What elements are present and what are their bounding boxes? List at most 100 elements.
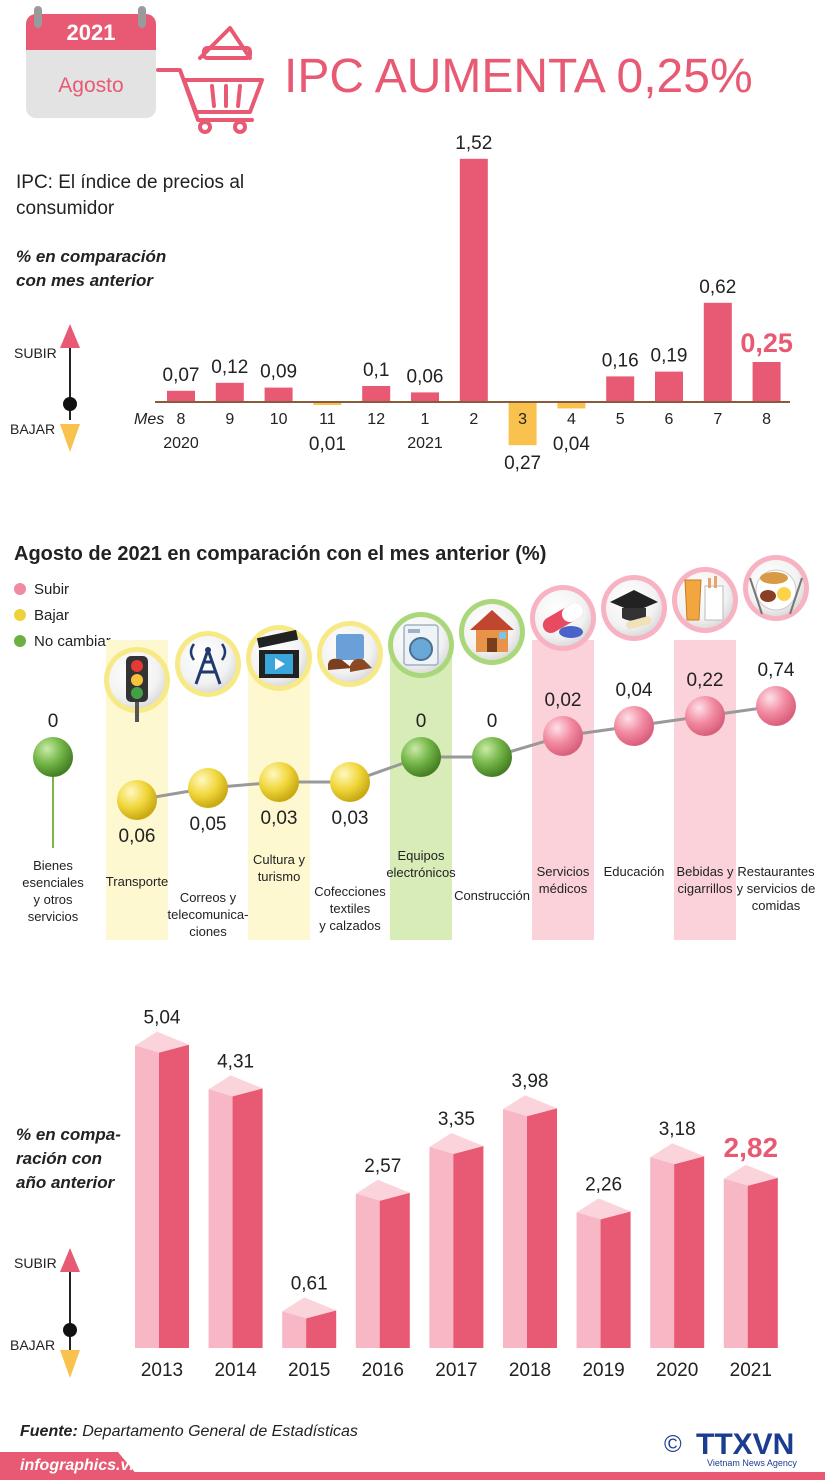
chart1-year-label: 2021 (407, 435, 443, 452)
source-line: Fuente: Departamento General de Estadíst… (20, 1423, 358, 1440)
category-value-label: 0,04 (616, 680, 653, 701)
mes-label: Mes (134, 411, 164, 428)
chart3-year-label: 2015 (288, 1360, 330, 1381)
category-label: Transporte (106, 874, 168, 889)
category-point (685, 696, 725, 736)
chart3-bar-top (576, 1198, 631, 1220)
footer-band (0, 1472, 825, 1480)
category-column-bg (532, 640, 594, 940)
chart1-bar (752, 362, 781, 402)
category-column-bg (674, 640, 736, 940)
chart1-value-label: 0,19 (651, 346, 688, 367)
chart1-bar (362, 386, 391, 402)
chart3-bar-top (650, 1143, 705, 1165)
chart1-bar (215, 382, 244, 402)
category-point (756, 686, 796, 726)
chart1-value-label: 0,07 (163, 365, 200, 386)
category-point (259, 762, 299, 802)
site-label: infographics.vn (20, 1457, 139, 1474)
antenna-icon (175, 631, 241, 697)
chart1-bar (313, 402, 342, 405)
legend-dot (14, 583, 26, 595)
category-point (401, 737, 441, 777)
chart1-value-label: 1,52 (455, 133, 492, 154)
clothes-shoes-icon (317, 621, 383, 687)
chart1-category-label: 5 (616, 411, 625, 428)
category-label: Equipos electrónicos (386, 848, 456, 880)
calendar-year: 2021 (67, 20, 116, 45)
chart1-category-label: 2 (469, 411, 478, 428)
chart3-year-label: 2020 (656, 1360, 698, 1381)
legend-dot (14, 635, 26, 647)
chart1-category-label: 6 (665, 411, 674, 428)
legend-label: No cambiar (34, 633, 111, 650)
section1-subtitle-line1: % en comparación (16, 247, 166, 266)
category-point (614, 706, 654, 746)
chart1-bar (459, 158, 488, 402)
chart3-value-label: 4,31 (217, 1051, 254, 1072)
bajar-label: BAJAR (10, 421, 55, 437)
chart1-year-label: 2020 (163, 435, 199, 452)
chart1-value-label: 0,1 (363, 360, 389, 381)
chart1-category-label: 7 (713, 411, 722, 428)
chart3-year-label: 2014 (214, 1360, 257, 1381)
section1-subtitle-line2: con mes anterior (16, 271, 154, 290)
chart3-year-label: 2019 (582, 1360, 624, 1381)
legend-label: Subir (34, 581, 69, 598)
category-point (188, 768, 228, 808)
chart1-category-label: 10 (270, 411, 288, 428)
page-title: IPC AUMENTA 0,25% (284, 50, 753, 103)
chart1-value-label: 0,01 (309, 434, 346, 455)
calendar-icon: 2021 Agosto (26, 6, 156, 118)
category-label: Bebidas y cigarrillos (676, 864, 734, 896)
chart3-value-label: 0,61 (291, 1273, 328, 1294)
chart1-category-label: 3 (518, 411, 527, 428)
chart3-bar-top (355, 1179, 410, 1201)
chart3-year-label: 2018 (509, 1360, 551, 1381)
ipc-description: IPC: El índice de precios al consumidor (16, 172, 244, 219)
section2-legend: Subir Bajar No cambiar (14, 581, 111, 650)
chart1-category-label: 9 (225, 411, 234, 428)
up-down-arrow-icon (60, 324, 80, 452)
chart3-value-label: 3,98 (512, 1071, 549, 1092)
ttxvn-logo: TTXVN (696, 1428, 794, 1461)
chart1-bar (606, 376, 635, 402)
chart3-year-label: 2016 (362, 1360, 404, 1381)
category-label: Restaurantes y servicios de comidas (737, 864, 816, 913)
category-value-label: 0 (416, 711, 427, 732)
chart3-value-label: 3,35 (438, 1109, 475, 1130)
shopping-cart-icon (156, 26, 264, 134)
chart3-bar-top (503, 1095, 557, 1117)
chart3-bar-side (232, 1088, 263, 1348)
section2-title: Agosto de 2021 en comparación con el mes… (14, 543, 546, 565)
traffic-light-icon (104, 647, 170, 722)
chart3-year-label: 2013 (141, 1360, 183, 1381)
chart3-bar-side (379, 1192, 410, 1348)
chart3-bar-side (159, 1044, 189, 1348)
category-label: Construcción (454, 888, 530, 903)
category-value-label: 0 (487, 711, 498, 732)
legend-label: Bajar (34, 607, 69, 624)
chart3-year-label: 2017 (435, 1360, 477, 1381)
chart1-bar (167, 390, 195, 402)
chart3-value-label: 3,18 (659, 1119, 696, 1140)
chart1-category-label: 4 (567, 411, 576, 428)
chart3-value-label: 2,26 (585, 1174, 622, 1195)
chart3-bar-side (527, 1108, 557, 1348)
chart3-bar-top (208, 1075, 263, 1097)
category-trend-line (136, 704, 777, 802)
copyright-icon: © (664, 1431, 682, 1458)
chart1-value-label: 0,04 (553, 434, 590, 455)
chart1-value-label: 0,16 (602, 350, 639, 371)
drink-cigarettes-icon (672, 567, 738, 633)
category-value-label: 0,03 (261, 808, 298, 829)
chart3-bar-side (674, 1156, 705, 1348)
chart3-bar-side (600, 1211, 631, 1348)
subir-label: SUBIR (14, 345, 57, 361)
chart1-category-label: 12 (367, 411, 385, 428)
bajar-label-2: BAJAR (10, 1337, 55, 1353)
category-value-label: 0 (48, 711, 59, 732)
chart3-value-label: 2,82 (724, 1132, 779, 1163)
category-point (472, 737, 512, 777)
